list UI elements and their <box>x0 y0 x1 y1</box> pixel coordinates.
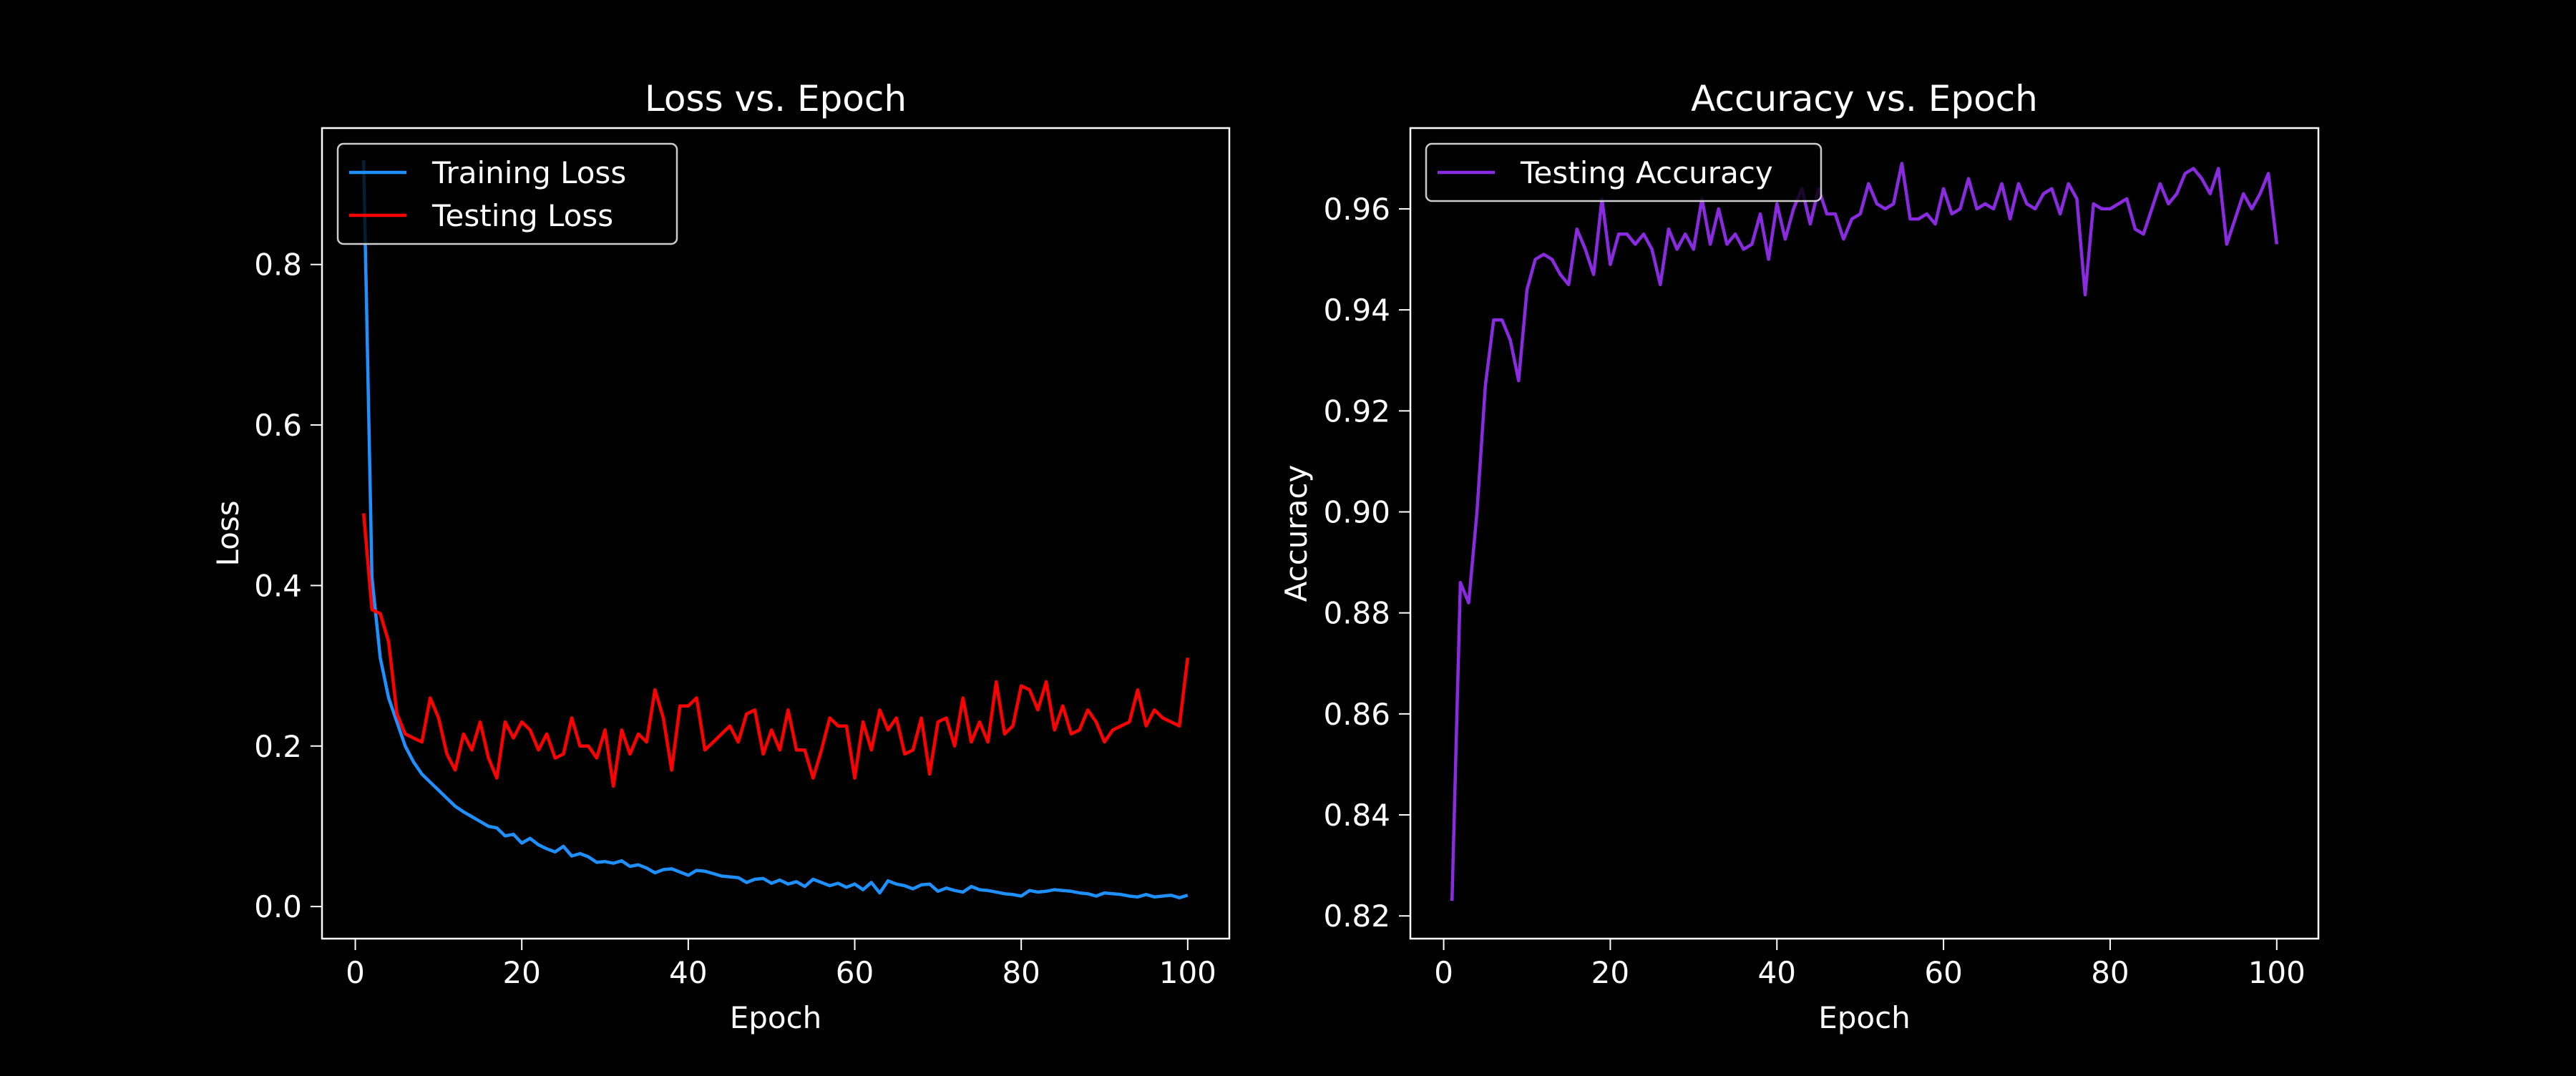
x-tick-label: 100 <box>1159 955 1216 990</box>
legend-label: Testing Loss <box>431 198 613 233</box>
x-tick-label: 0 <box>346 955 365 990</box>
legend-box <box>1425 142 1823 202</box>
x-tick-label: 100 <box>2248 955 2306 990</box>
x-axis-label: Epoch <box>1818 1000 1911 1035</box>
y-axis-label: Accuracy <box>1279 465 1314 602</box>
y-axis-label: Loss <box>210 500 245 566</box>
x-tick-label: 0 <box>1434 955 1453 990</box>
x-tick-label: 60 <box>836 955 874 990</box>
series-line-testing-accuracy <box>1450 162 2279 901</box>
series-line-training-loss <box>361 160 1189 900</box>
y-tick-label: 0.92 <box>1323 393 1390 429</box>
y-tick-label: 0.6 <box>254 408 302 443</box>
chart-title: Accuracy vs. Epoch <box>1691 78 2038 119</box>
axes-frame <box>321 127 1231 940</box>
legend: Testing Accuracy <box>1425 142 1823 202</box>
y-tick-label: 0.82 <box>1323 899 1390 934</box>
y-tick-label: 0.96 <box>1323 192 1390 227</box>
y-tick-label: 0.88 <box>1323 596 1390 631</box>
x-tick-label: 20 <box>1591 955 1629 990</box>
chart-title: Loss vs. Epoch <box>645 78 907 119</box>
y-tick-label: 0.2 <box>254 729 302 764</box>
legend-label: Testing Accuracy <box>1520 155 1773 190</box>
y-tick-label: 0.84 <box>1323 798 1390 833</box>
series-line-testing-loss <box>361 513 1190 788</box>
legend-label: Training Loss <box>431 155 626 190</box>
y-tick-label: 0.8 <box>254 248 302 283</box>
x-tick-label: 80 <box>2091 955 2129 990</box>
chart-1: Loss vs. Epoch 0 20 40 60 80 100 0.0 0.2 0.4 0.6 0.… <box>210 78 1231 1035</box>
x-tick-label: 20 <box>502 955 540 990</box>
x-tick-label: 80 <box>1002 955 1040 990</box>
x-axis-label: Epoch <box>730 1000 822 1035</box>
x-tick-label: 40 <box>669 955 707 990</box>
y-tick-label: 0.94 <box>1323 293 1390 328</box>
chart-2: Accuracy vs. Epoch 0 20 40 60 80 100 0.82 0.84 0.… <box>1279 78 2320 1035</box>
y-tick-label: 0.86 <box>1323 697 1390 732</box>
x-tick-label: 40 <box>1758 955 1796 990</box>
legend-box <box>336 142 678 245</box>
y-tick-label: 0.0 <box>254 889 302 924</box>
legend: Training Loss Testing Loss <box>336 142 678 245</box>
y-tick-label: 0.90 <box>1323 494 1390 529</box>
y-tick-label: 0.4 <box>254 568 302 603</box>
x-tick-label: 60 <box>1924 955 1962 990</box>
axes-frame <box>1409 127 2320 940</box>
